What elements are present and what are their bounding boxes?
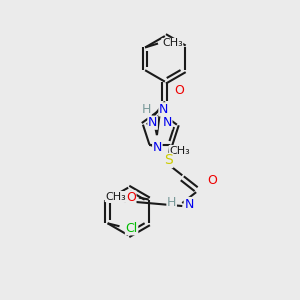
Text: O: O — [126, 191, 136, 204]
Text: H: H — [167, 196, 176, 208]
Text: O: O — [174, 84, 184, 97]
Text: Cl: Cl — [125, 222, 138, 235]
Text: S: S — [164, 154, 173, 167]
Text: N: N — [163, 116, 172, 129]
Text: O: O — [207, 174, 217, 187]
Text: N: N — [159, 103, 168, 116]
Text: N: N — [153, 141, 162, 154]
Text: N: N — [148, 116, 157, 129]
Text: H: H — [142, 103, 151, 116]
Text: CH₃: CH₃ — [162, 38, 183, 49]
Text: CH₃: CH₃ — [169, 146, 190, 156]
Text: CH₃: CH₃ — [105, 192, 126, 202]
Text: N: N — [184, 198, 194, 211]
